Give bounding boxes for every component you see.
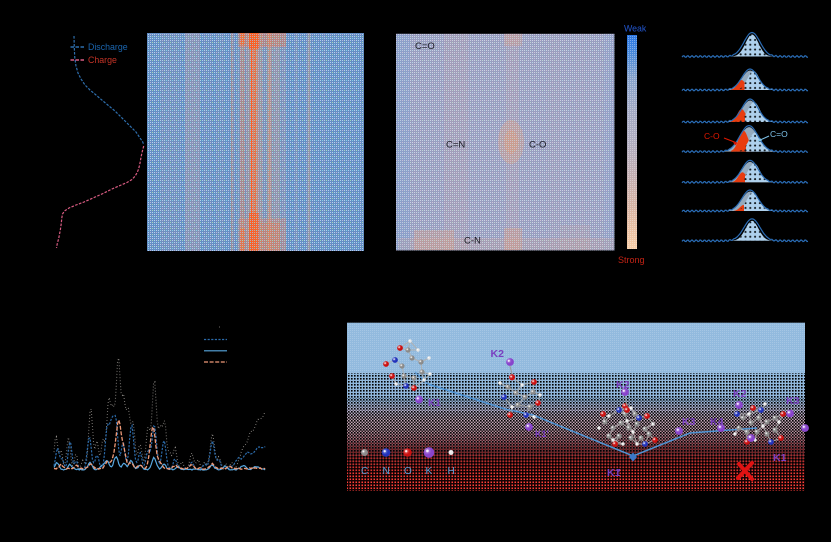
svg-text:C-O: C-O	[704, 131, 720, 141]
svg-text:Weak: Weak	[624, 24, 647, 34]
svg-text:K1: K1	[428, 398, 441, 409]
svg-text:C: C	[361, 466, 368, 477]
svg-text:′: ′	[618, 467, 621, 479]
svg-text:K1: K1	[773, 452, 787, 464]
svg-text:K1: K1	[607, 467, 621, 479]
svg-text:C=O: C=O	[415, 41, 435, 52]
svg-text:Charge: Charge	[88, 55, 117, 65]
svg-text:K3: K3	[682, 416, 696, 428]
svg-text:H: H	[448, 466, 455, 477]
svg-text:N: N	[383, 466, 390, 477]
svg-text:C=O: C=O	[770, 129, 788, 139]
svg-text:K1': K1'	[535, 429, 549, 439]
svg-text:K4: K4	[710, 416, 724, 428]
svg-text:O: O	[404, 466, 412, 477]
svg-text:Strong: Strong	[618, 255, 645, 265]
svg-text:Discharge: Discharge	[88, 42, 128, 52]
svg-text:K2: K2	[733, 388, 747, 400]
svg-text:K2: K2	[616, 379, 630, 391]
svg-text:K: K	[426, 466, 433, 477]
svg-text:C-N: C-N	[464, 236, 481, 247]
svg-text:K3: K3	[786, 395, 800, 407]
svg-text:K2: K2	[491, 348, 505, 360]
svg-text:C-O: C-O	[529, 140, 546, 151]
svg-text:C=N: C=N	[446, 140, 465, 151]
